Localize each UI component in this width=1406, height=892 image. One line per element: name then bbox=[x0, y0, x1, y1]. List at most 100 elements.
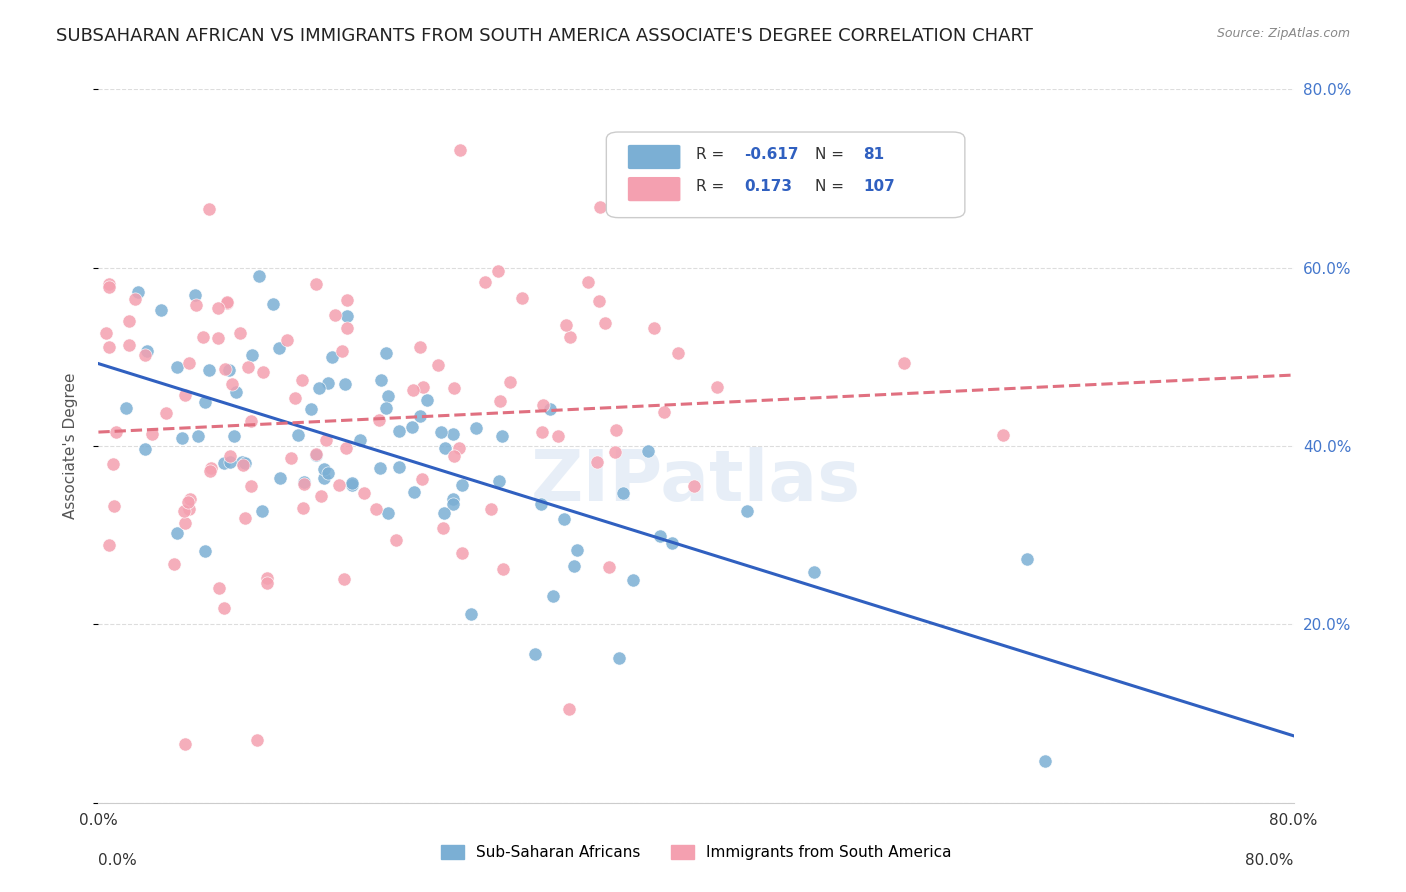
Point bbox=[531, 398, 554, 412]
FancyBboxPatch shape bbox=[628, 177, 681, 202]
Point bbox=[250, 504, 273, 518]
Point bbox=[212, 601, 235, 615]
Point bbox=[430, 425, 453, 439]
Point bbox=[179, 492, 201, 507]
Point bbox=[491, 428, 513, 442]
Point bbox=[94, 326, 117, 340]
Point bbox=[652, 405, 675, 419]
Point bbox=[588, 293, 610, 308]
Point bbox=[103, 500, 125, 514]
Point bbox=[136, 344, 159, 359]
Point bbox=[292, 475, 315, 489]
Point bbox=[97, 280, 120, 294]
Point bbox=[287, 428, 309, 442]
Point bbox=[661, 536, 683, 550]
Point bbox=[98, 537, 121, 551]
Point bbox=[524, 647, 547, 661]
Point bbox=[246, 733, 269, 747]
FancyBboxPatch shape bbox=[606, 132, 965, 218]
Point bbox=[229, 326, 252, 340]
Point bbox=[212, 456, 235, 470]
Point bbox=[247, 268, 270, 283]
Point bbox=[225, 384, 247, 399]
Point bbox=[558, 330, 581, 344]
Point bbox=[401, 420, 423, 434]
Point bbox=[224, 428, 246, 442]
Point bbox=[312, 471, 335, 485]
Point bbox=[402, 384, 425, 398]
Point bbox=[177, 501, 200, 516]
Point bbox=[451, 478, 474, 492]
Point bbox=[235, 456, 257, 470]
Point bbox=[166, 360, 188, 375]
Point bbox=[385, 533, 408, 548]
Point bbox=[335, 293, 357, 307]
Point bbox=[187, 429, 209, 443]
Point bbox=[292, 477, 315, 491]
Point bbox=[488, 394, 510, 409]
Point bbox=[547, 429, 569, 443]
Point bbox=[276, 333, 298, 347]
Point bbox=[173, 516, 195, 531]
Text: R =: R = bbox=[696, 147, 730, 162]
Point bbox=[553, 512, 575, 526]
Point bbox=[443, 382, 465, 396]
Point bbox=[207, 582, 229, 596]
Point bbox=[593, 316, 616, 330]
Point bbox=[474, 276, 496, 290]
Point bbox=[218, 455, 240, 469]
Point bbox=[353, 486, 375, 500]
Legend: Sub-Saharan Africans, Immigrants from South America: Sub-Saharan Africans, Immigrants from So… bbox=[434, 839, 957, 866]
Point bbox=[433, 506, 456, 520]
Point bbox=[1017, 552, 1039, 566]
Point bbox=[562, 558, 585, 573]
Point bbox=[991, 427, 1014, 442]
Point bbox=[323, 309, 346, 323]
Point bbox=[240, 348, 263, 362]
Point bbox=[460, 607, 482, 621]
Point bbox=[374, 346, 396, 360]
Point bbox=[316, 467, 339, 481]
Point bbox=[434, 441, 457, 455]
Point bbox=[256, 575, 278, 590]
Point bbox=[488, 475, 510, 489]
Point bbox=[104, 425, 127, 439]
Point bbox=[605, 424, 627, 438]
Point bbox=[336, 309, 359, 323]
Point bbox=[269, 471, 291, 485]
Point bbox=[207, 331, 229, 345]
Point bbox=[231, 455, 253, 469]
Point bbox=[239, 414, 262, 428]
Point bbox=[893, 356, 915, 370]
Point bbox=[173, 504, 195, 518]
Text: N =: N = bbox=[815, 179, 849, 194]
Point bbox=[330, 343, 353, 358]
Point bbox=[291, 373, 314, 387]
Point bbox=[589, 200, 612, 214]
Point bbox=[207, 301, 229, 316]
Point bbox=[256, 571, 278, 585]
Point bbox=[374, 401, 396, 415]
Point bbox=[200, 461, 222, 475]
Point bbox=[308, 381, 330, 395]
Point bbox=[465, 421, 488, 435]
Point bbox=[416, 392, 439, 407]
Point bbox=[368, 461, 391, 475]
Point bbox=[683, 479, 706, 493]
Point bbox=[441, 491, 464, 506]
Point bbox=[349, 433, 371, 447]
Point bbox=[267, 342, 290, 356]
Text: Source: ZipAtlas.com: Source: ZipAtlas.com bbox=[1216, 27, 1350, 40]
Point bbox=[127, 285, 149, 300]
Point bbox=[217, 294, 239, 309]
Point bbox=[177, 494, 200, 508]
Point bbox=[321, 350, 343, 364]
Point bbox=[316, 376, 339, 390]
Point bbox=[173, 737, 195, 751]
Point bbox=[311, 490, 333, 504]
Point bbox=[134, 348, 156, 362]
Point bbox=[191, 330, 214, 344]
Point bbox=[557, 702, 579, 716]
Point bbox=[118, 338, 141, 352]
Point bbox=[492, 562, 515, 576]
